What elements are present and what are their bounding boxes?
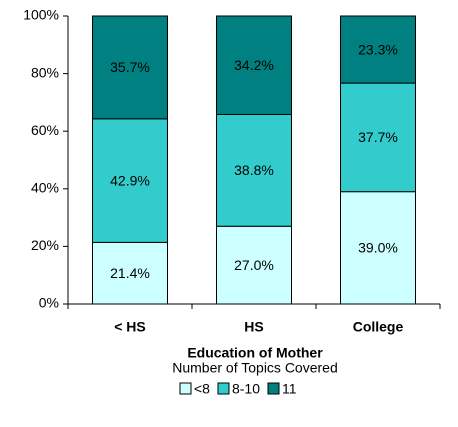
value-label: 39.0% [358, 240, 398, 256]
legend-title: Number of Topics Covered [172, 360, 337, 376]
bar-segment [216, 113, 292, 227]
bar-segment [216, 15, 292, 115]
value-label: 27.0% [234, 257, 274, 273]
value-label: 37.7% [358, 129, 398, 145]
bar-segment [92, 118, 168, 243]
x-tick-label: < HS [114, 319, 146, 335]
y-tick-label: 0% [39, 295, 59, 311]
legend-label: <8 [194, 381, 210, 397]
value-label: 35.7% [110, 59, 150, 75]
y-tick-label: 40% [31, 180, 59, 196]
bar-segment [340, 15, 416, 84]
legend-swatch [179, 382, 192, 395]
x-tick-label: College [353, 319, 404, 335]
y-tick-label: 20% [31, 237, 59, 253]
bar-segment [340, 82, 416, 193]
y-tick-label: 60% [31, 122, 59, 138]
value-label: 38.8% [234, 162, 274, 178]
legend-swatch [217, 382, 230, 395]
bar-segment [340, 191, 416, 305]
y-tick-label: 80% [31, 64, 59, 80]
value-label: 34.2% [234, 57, 274, 73]
value-label: 42.9% [110, 172, 150, 188]
x-axis-title: Education of Mother [187, 345, 323, 361]
bar-segment [92, 15, 168, 120]
value-label: 23.3% [358, 41, 398, 57]
y-tick-label: 100% [23, 7, 59, 23]
legend-swatch [267, 382, 280, 395]
value-label: 21.4% [110, 265, 150, 281]
legend-label: 8-10 [232, 381, 260, 397]
legend-label: 11 [282, 381, 297, 397]
x-tick-label: HS [244, 319, 263, 335]
